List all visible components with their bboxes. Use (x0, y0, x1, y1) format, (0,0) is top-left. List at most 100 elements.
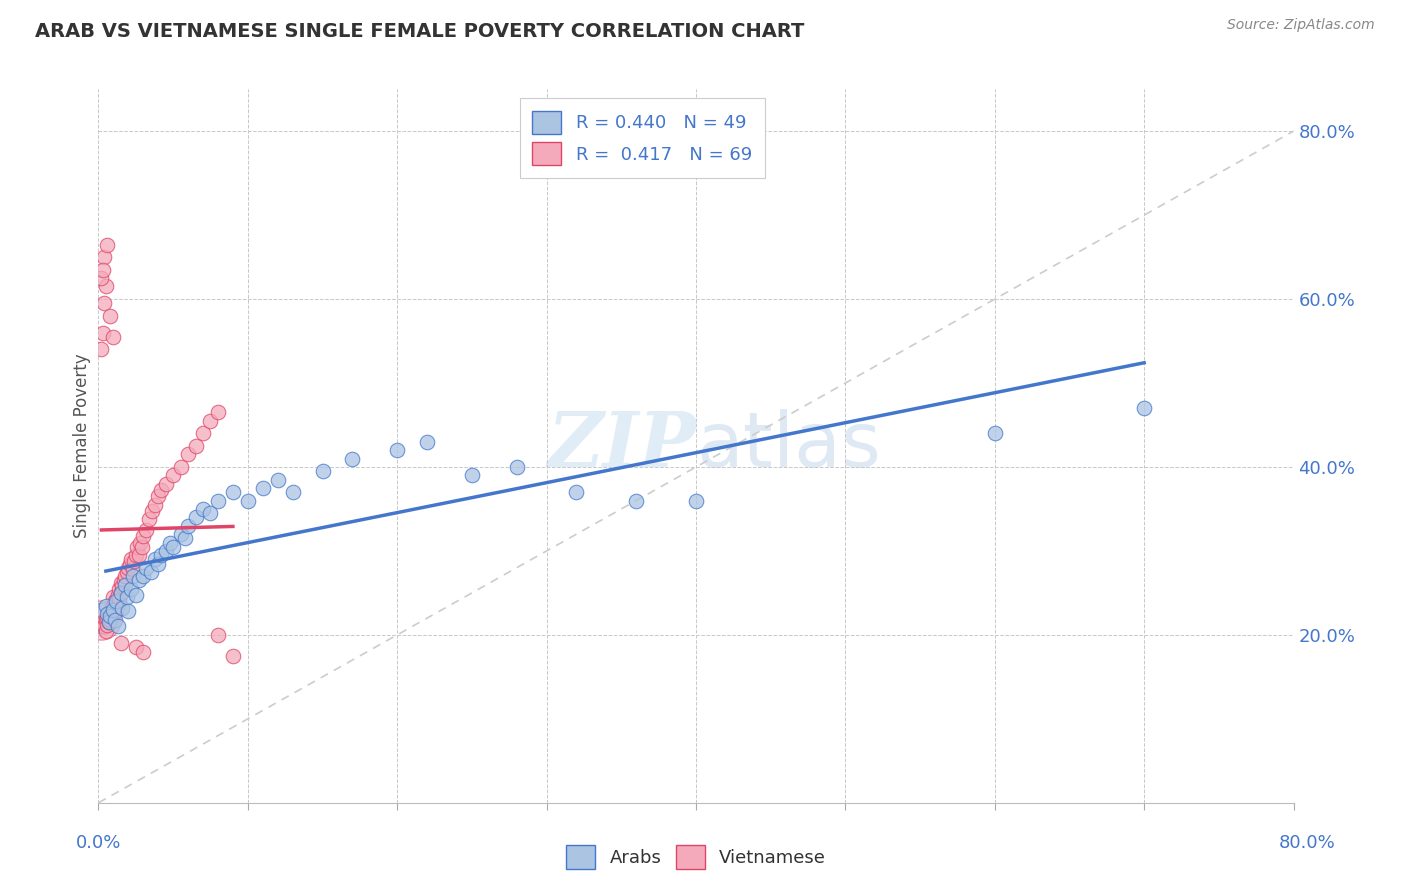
Text: ZIP: ZIP (547, 409, 696, 483)
Point (131, 540, 153, 554)
Point (184, 510, 207, 524)
Point (177, 518, 200, 533)
Point (114, 577, 136, 591)
Point (191, 426, 214, 441)
Point (626, 493, 648, 508)
Point (191, 502, 214, 516)
Point (111, 579, 134, 593)
Point (111, 601, 134, 615)
Point (90, 343, 112, 357)
Point (103, 599, 125, 613)
Point (169, 460, 191, 475)
Point (385, 443, 409, 458)
Point (104, 603, 127, 617)
Legend: Arabs, Vietnamese: Arabs, Vietnamese (558, 838, 834, 876)
Point (150, 483, 173, 498)
Point (105, 596, 128, 610)
Point (91, 326, 114, 340)
Point (222, 485, 245, 500)
Point (97, 615, 120, 630)
Point (110, 575, 132, 590)
Point (416, 434, 439, 449)
Point (200, 414, 222, 428)
Point (107, 588, 129, 602)
Point (100, 609, 122, 624)
Point (105, 604, 128, 618)
Point (125, 588, 148, 602)
Point (127, 540, 149, 554)
Point (115, 565, 138, 579)
Point (138, 512, 160, 526)
Point (110, 586, 132, 600)
Point (148, 557, 170, 571)
Point (207, 628, 229, 642)
Point (207, 493, 229, 508)
Point (117, 560, 139, 574)
Point (96, 617, 118, 632)
Point (461, 468, 484, 483)
Point (125, 640, 148, 655)
Point (100, 604, 122, 618)
Point (177, 447, 200, 461)
Point (1133, 401, 1156, 416)
Point (162, 468, 184, 483)
Point (184, 439, 207, 453)
Text: Source: ZipAtlas.com: Source: ZipAtlas.com (1227, 18, 1375, 32)
Point (108, 582, 131, 596)
Point (125, 548, 148, 562)
Point (236, 493, 259, 508)
Point (101, 601, 124, 615)
Point (96, 237, 118, 252)
Point (135, 523, 157, 537)
Point (159, 535, 181, 549)
Point (132, 529, 155, 543)
Text: ARAB VS VIETNAMESE SINGLE FEMALE POVERTY CORRELATION CHART: ARAB VS VIETNAMESE SINGLE FEMALE POVERTY… (35, 22, 804, 41)
Point (132, 569, 155, 583)
Point (93, 296, 115, 310)
Point (155, 544, 177, 558)
Point (128, 574, 150, 588)
Point (506, 460, 529, 475)
Point (155, 476, 177, 491)
Point (200, 506, 222, 520)
Point (96, 607, 118, 621)
Point (107, 599, 129, 613)
Point (117, 604, 139, 618)
Point (115, 590, 138, 604)
Point (91, 262, 114, 277)
Y-axis label: Single Female Poverty: Single Female Poverty (73, 354, 91, 538)
Point (685, 493, 707, 508)
Point (135, 560, 157, 574)
Point (110, 636, 132, 650)
Point (90, 613, 112, 627)
Point (342, 451, 364, 466)
Point (124, 554, 146, 568)
Point (120, 582, 142, 596)
Point (118, 557, 141, 571)
Point (565, 485, 588, 500)
Point (91, 611, 114, 625)
Point (96, 611, 118, 625)
Text: atlas: atlas (696, 409, 880, 483)
Text: 80.0%: 80.0% (1279, 834, 1336, 852)
Point (222, 648, 245, 663)
Point (94, 624, 117, 638)
Point (252, 481, 274, 495)
Point (103, 590, 125, 604)
Point (162, 540, 184, 554)
Point (94, 599, 117, 613)
Point (311, 464, 333, 478)
Point (267, 473, 290, 487)
Point (108, 592, 131, 607)
Point (107, 619, 129, 633)
Point (103, 607, 125, 621)
Point (281, 485, 304, 500)
Point (114, 569, 136, 583)
Point (103, 330, 125, 344)
Point (148, 489, 170, 503)
Point (91, 615, 114, 630)
Point (150, 548, 173, 562)
Text: 0.0%: 0.0% (76, 834, 121, 852)
Point (101, 609, 124, 624)
Point (132, 645, 155, 659)
